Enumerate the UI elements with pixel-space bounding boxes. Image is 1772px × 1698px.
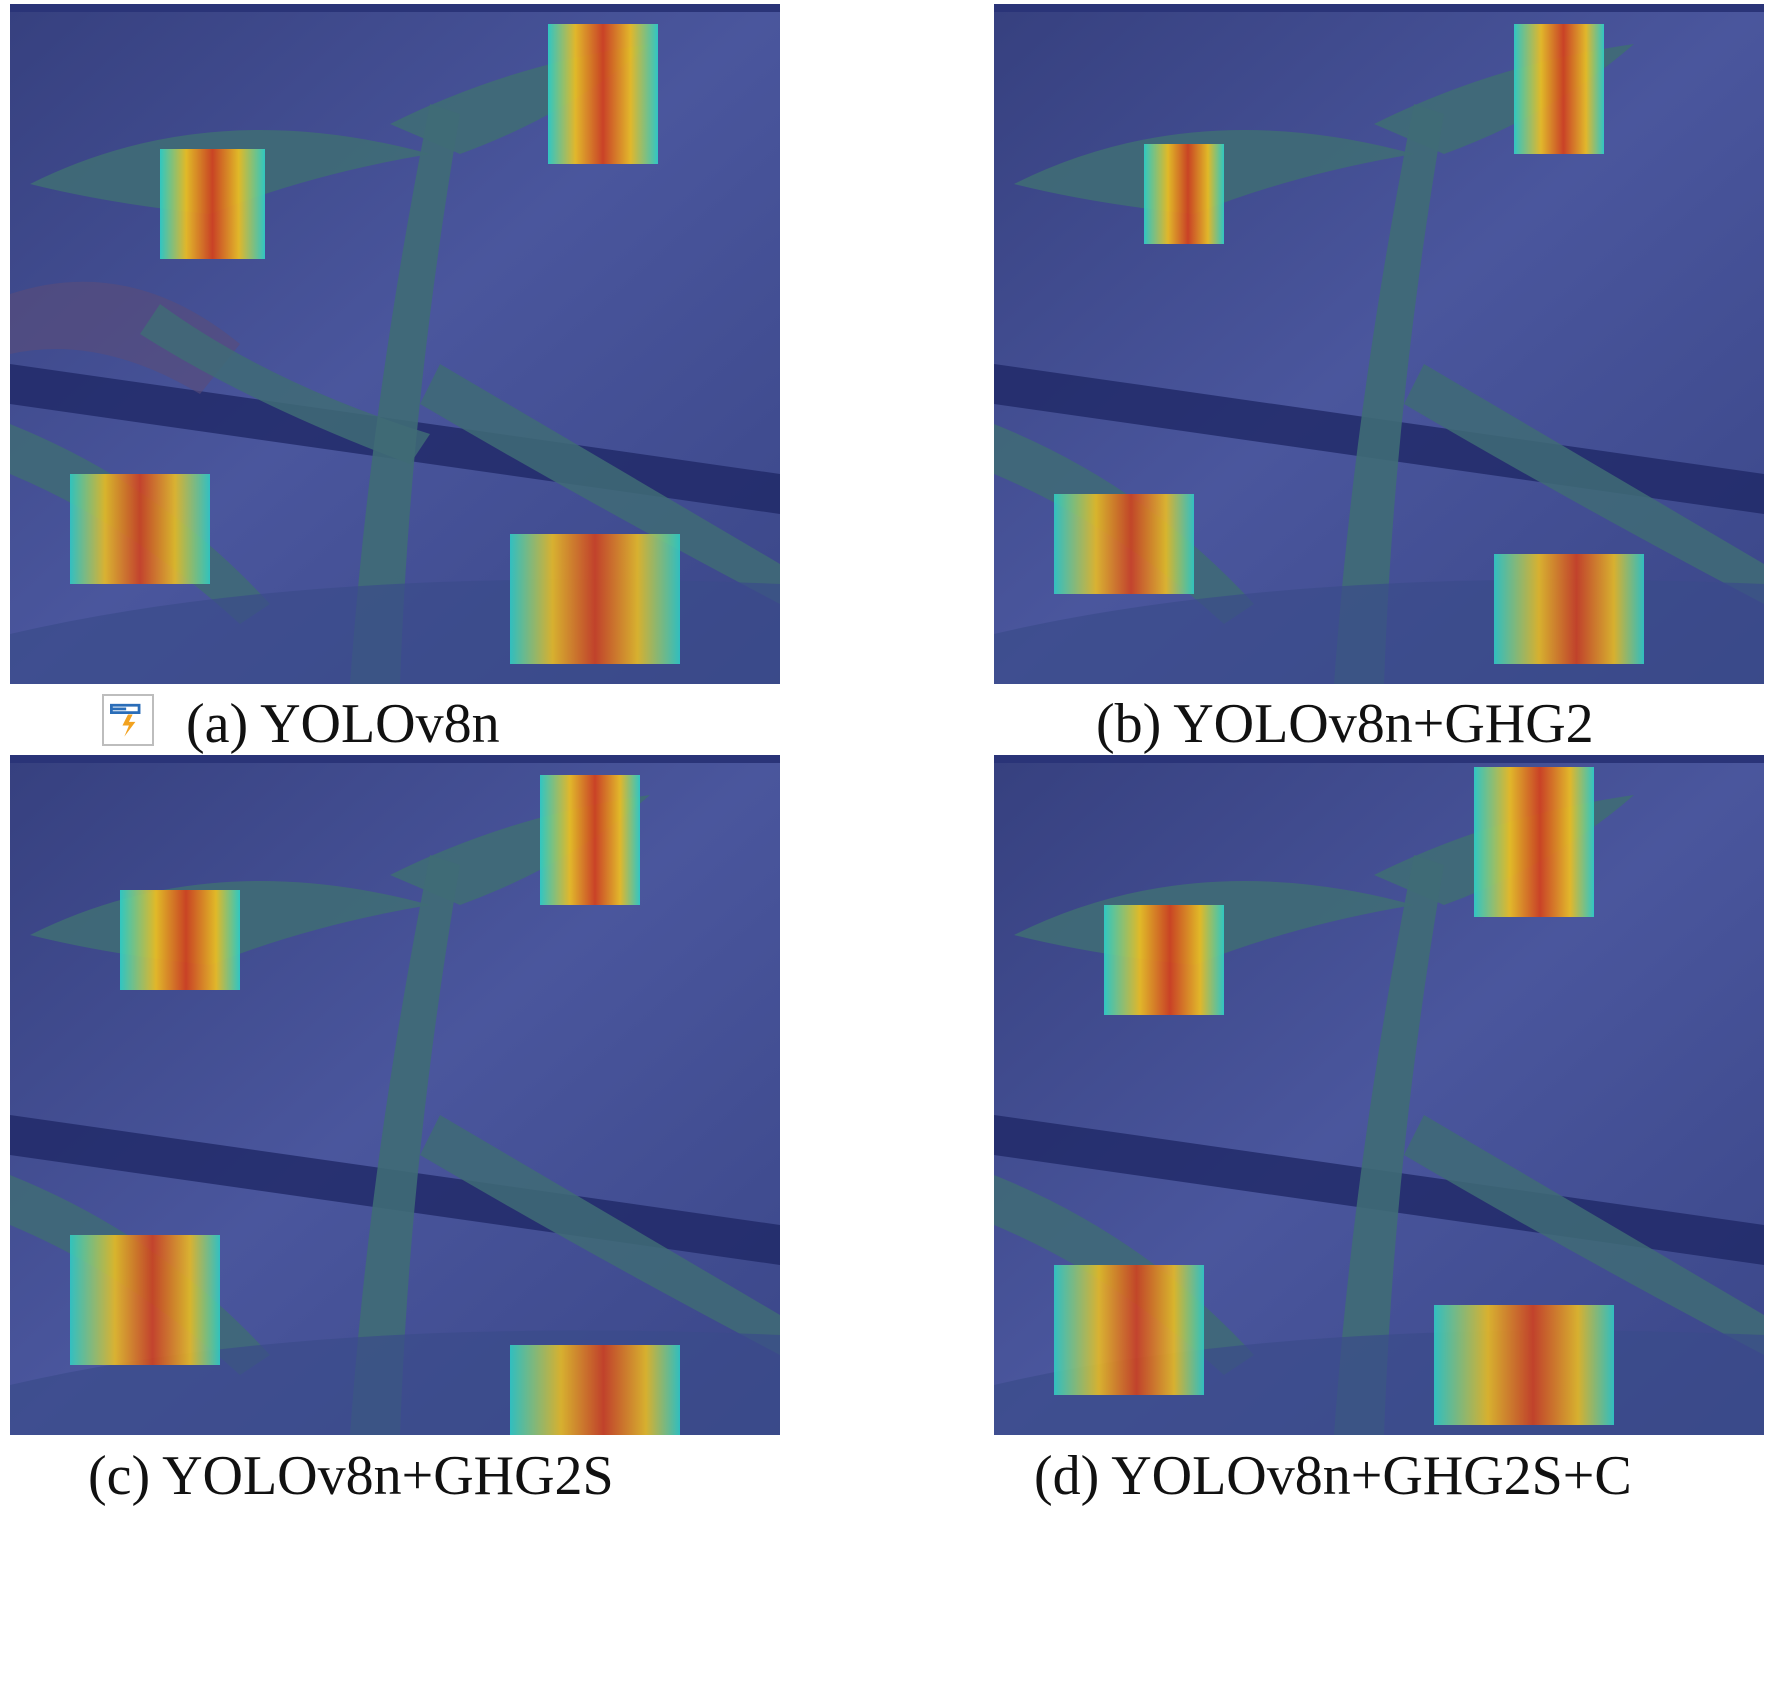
heatmap-panel-c: [10, 755, 780, 1435]
heatmap-image-d: [994, 755, 1764, 1435]
heatmap-image-c: [10, 755, 780, 1435]
heatmap-panel-a: [10, 4, 780, 684]
caption-d: (d) YOLOv8n+GHG2S+C: [1034, 1445, 1632, 1507]
flash-fill-icon[interactable]: [102, 694, 154, 746]
caption-b: (b) YOLOv8n+GHG2: [1096, 693, 1594, 755]
caption-c: (c) YOLOv8n+GHG2S: [88, 1445, 614, 1507]
heatmap-image-b: [994, 4, 1764, 684]
heatmap-image-a: [10, 4, 780, 684]
heatmap-panel-d: [994, 755, 1764, 1435]
heatmap-panel-b: [994, 4, 1764, 684]
caption-a: (a) YOLOv8n: [186, 693, 500, 755]
